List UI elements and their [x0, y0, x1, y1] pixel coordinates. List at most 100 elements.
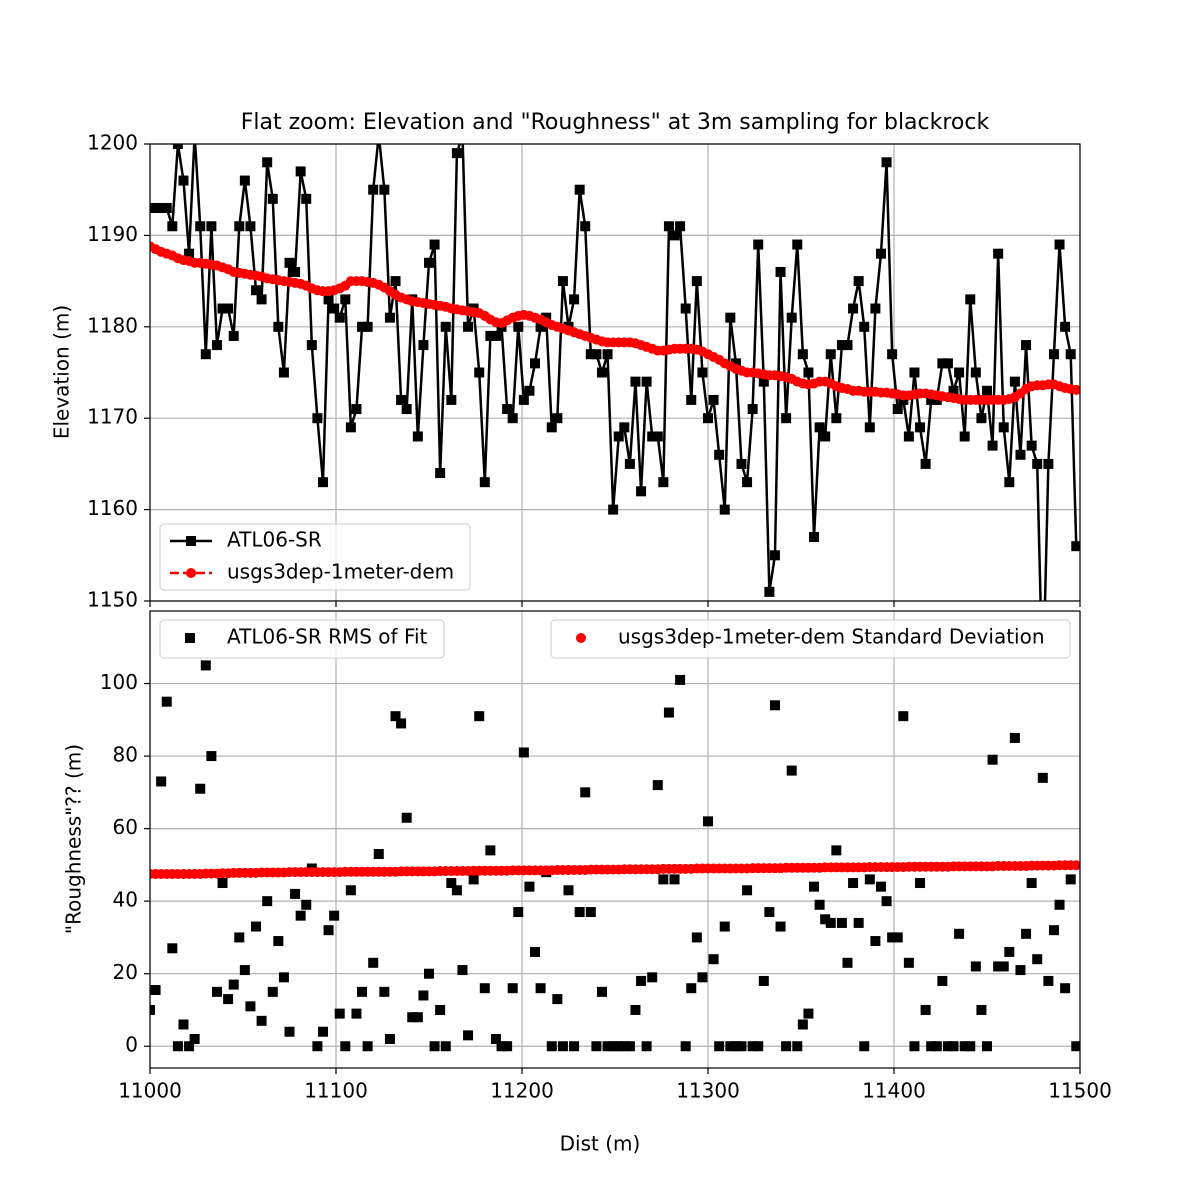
- marker: [189, 1033, 200, 1044]
- marker: [987, 754, 998, 765]
- plot-area: [150, 144, 1080, 601]
- marker: [775, 266, 786, 277]
- marker: [786, 312, 797, 323]
- marker: [887, 932, 898, 943]
- marker: [1021, 340, 1032, 351]
- marker: [926, 394, 937, 405]
- marker: [239, 965, 250, 976]
- marker: [675, 674, 686, 685]
- marker: [585, 907, 596, 918]
- x-tick-label: 11400: [862, 1079, 926, 1103]
- marker: [993, 961, 1004, 972]
- marker: [284, 257, 295, 268]
- marker: [256, 1015, 267, 1026]
- marker: [708, 954, 719, 965]
- marker: [290, 266, 301, 277]
- marker: [1065, 349, 1076, 360]
- marker: [987, 440, 998, 451]
- marker: [903, 957, 914, 968]
- marker: [317, 1026, 328, 1037]
- marker: [479, 983, 490, 994]
- marker: [853, 917, 864, 928]
- marker: [362, 1041, 373, 1052]
- marker: [563, 885, 574, 896]
- marker: [686, 394, 697, 405]
- marker: [747, 404, 758, 415]
- marker: [864, 874, 875, 885]
- marker: [150, 1004, 155, 1015]
- marker: [418, 340, 429, 351]
- marker: [446, 878, 457, 889]
- marker: [998, 961, 1009, 972]
- marker: [652, 431, 663, 442]
- marker: [596, 986, 607, 997]
- marker: [820, 914, 831, 925]
- marker: [357, 321, 368, 332]
- marker: [1071, 384, 1080, 395]
- marker: [278, 972, 289, 983]
- marker: [552, 994, 563, 1005]
- x-tick-label: 11200: [490, 1079, 554, 1103]
- marker: [836, 917, 847, 928]
- marker: [184, 248, 195, 259]
- marker: [786, 765, 797, 776]
- marker: [1032, 954, 1043, 965]
- marker: [942, 1041, 953, 1052]
- marker: [970, 367, 981, 378]
- marker: [178, 175, 189, 186]
- marker: [262, 157, 273, 168]
- marker: [535, 983, 546, 994]
- marker: [825, 917, 836, 928]
- marker: [273, 321, 284, 332]
- marker: [262, 896, 273, 907]
- marker: [418, 990, 429, 1001]
- marker: [440, 321, 451, 332]
- marker: [842, 957, 853, 968]
- marker: [239, 175, 250, 186]
- marker: [580, 221, 591, 232]
- marker: [474, 711, 485, 722]
- marker: [708, 394, 719, 405]
- y-tick-label: 80: [113, 743, 138, 767]
- marker: [228, 979, 239, 990]
- marker: [234, 221, 245, 232]
- marker: [574, 184, 585, 195]
- marker: [624, 458, 635, 469]
- marker: [340, 294, 351, 305]
- marker: [334, 312, 345, 323]
- marker: [864, 422, 875, 433]
- marker: [998, 422, 1009, 433]
- marker: [892, 932, 903, 943]
- marker: [915, 422, 926, 433]
- marker: [965, 294, 976, 305]
- marker: [351, 404, 362, 415]
- marker: [435, 1004, 446, 1015]
- marker: [373, 849, 384, 860]
- marker: [658, 477, 669, 488]
- marker: [200, 349, 211, 360]
- marker: [736, 458, 747, 469]
- legend-marker: [186, 536, 196, 546]
- x-tick-label: 11300: [676, 1079, 740, 1103]
- x-tick-label: 11100: [304, 1079, 368, 1103]
- marker: [753, 1041, 764, 1052]
- plot-area: [150, 660, 1080, 1052]
- marker: [630, 376, 641, 387]
- marker: [663, 221, 674, 232]
- marker: [602, 1041, 613, 1052]
- marker: [781, 1041, 792, 1052]
- marker: [641, 376, 652, 387]
- legend-marker: [185, 633, 195, 643]
- marker: [424, 968, 434, 979]
- marker: [697, 367, 708, 378]
- marker: [686, 983, 697, 994]
- marker: [267, 193, 278, 204]
- marker: [881, 896, 892, 907]
- marker: [557, 1041, 568, 1052]
- legend-marker: [186, 568, 196, 578]
- marker: [295, 910, 306, 921]
- marker: [267, 986, 278, 997]
- marker: [301, 193, 312, 204]
- marker: [401, 812, 412, 823]
